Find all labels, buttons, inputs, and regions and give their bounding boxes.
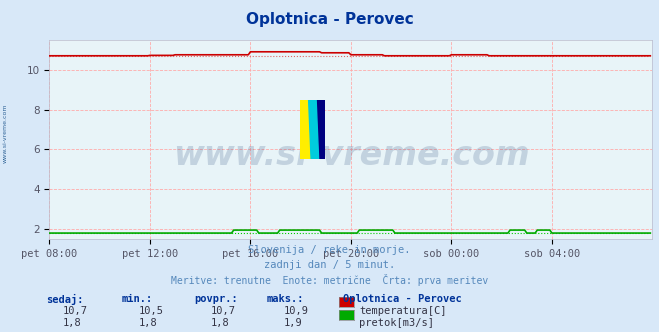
Polygon shape bbox=[314, 100, 325, 159]
Text: Meritve: trenutne  Enote: metrične  Črta: prva meritev: Meritve: trenutne Enote: metrične Črta: … bbox=[171, 274, 488, 286]
Text: pretok[m3/s]: pretok[m3/s] bbox=[359, 318, 434, 328]
Text: temperatura[C]: temperatura[C] bbox=[359, 306, 447, 316]
Text: sedaj:: sedaj: bbox=[46, 294, 84, 305]
Text: www.si-vreme.com: www.si-vreme.com bbox=[3, 103, 8, 163]
Polygon shape bbox=[308, 100, 319, 159]
Text: 1,9: 1,9 bbox=[283, 318, 302, 328]
Text: maks.:: maks.: bbox=[267, 294, 304, 304]
Text: Oplotnica - Perovec: Oplotnica - Perovec bbox=[246, 12, 413, 27]
Text: 10,7: 10,7 bbox=[63, 306, 88, 316]
Text: 1,8: 1,8 bbox=[63, 318, 81, 328]
Text: zadnji dan / 5 minut.: zadnji dan / 5 minut. bbox=[264, 260, 395, 270]
Text: 1,8: 1,8 bbox=[138, 318, 157, 328]
Text: 1,8: 1,8 bbox=[211, 318, 229, 328]
Text: www.si-vreme.com: www.si-vreme.com bbox=[173, 139, 529, 172]
Text: povpr.:: povpr.: bbox=[194, 294, 238, 304]
Polygon shape bbox=[300, 100, 314, 159]
Text: Oplotnica - Perovec: Oplotnica - Perovec bbox=[343, 294, 461, 304]
Text: 10,5: 10,5 bbox=[138, 306, 163, 316]
Text: min.:: min.: bbox=[122, 294, 153, 304]
Text: 10,7: 10,7 bbox=[211, 306, 236, 316]
Text: Slovenija / reke in morje.: Slovenija / reke in morje. bbox=[248, 245, 411, 255]
Text: 10,9: 10,9 bbox=[283, 306, 308, 316]
